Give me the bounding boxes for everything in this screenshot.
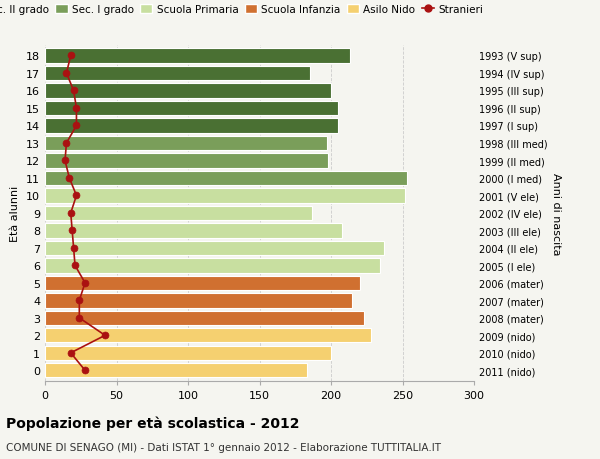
Bar xyxy=(45,206,313,221)
Bar xyxy=(45,329,371,343)
Bar xyxy=(45,101,338,116)
Bar xyxy=(45,224,343,238)
Bar xyxy=(45,364,307,378)
Bar xyxy=(45,171,407,186)
Bar xyxy=(45,294,352,308)
Bar xyxy=(45,276,359,291)
Bar xyxy=(45,119,338,133)
Bar xyxy=(45,49,350,63)
Bar xyxy=(45,84,331,98)
Legend: Sec. II grado, Sec. I grado, Scuola Primaria, Scuola Infanzia, Asilo Nido, Stran: Sec. II grado, Sec. I grado, Scuola Prim… xyxy=(0,1,487,19)
Bar xyxy=(45,346,331,360)
Text: Popolazione per età scolastica - 2012: Popolazione per età scolastica - 2012 xyxy=(6,415,299,430)
Y-axis label: Anni di nascita: Anni di nascita xyxy=(551,172,562,255)
Bar xyxy=(45,136,327,151)
Bar xyxy=(45,189,406,203)
Bar xyxy=(45,241,384,256)
Bar xyxy=(45,311,364,325)
Bar xyxy=(45,154,328,168)
Text: COMUNE DI SENAGO (MI) - Dati ISTAT 1° gennaio 2012 - Elaborazione TUTTITALIA.IT: COMUNE DI SENAGO (MI) - Dati ISTAT 1° ge… xyxy=(6,442,441,452)
Bar xyxy=(45,67,310,81)
Bar xyxy=(45,258,380,273)
Y-axis label: Età alunni: Età alunni xyxy=(10,185,20,241)
